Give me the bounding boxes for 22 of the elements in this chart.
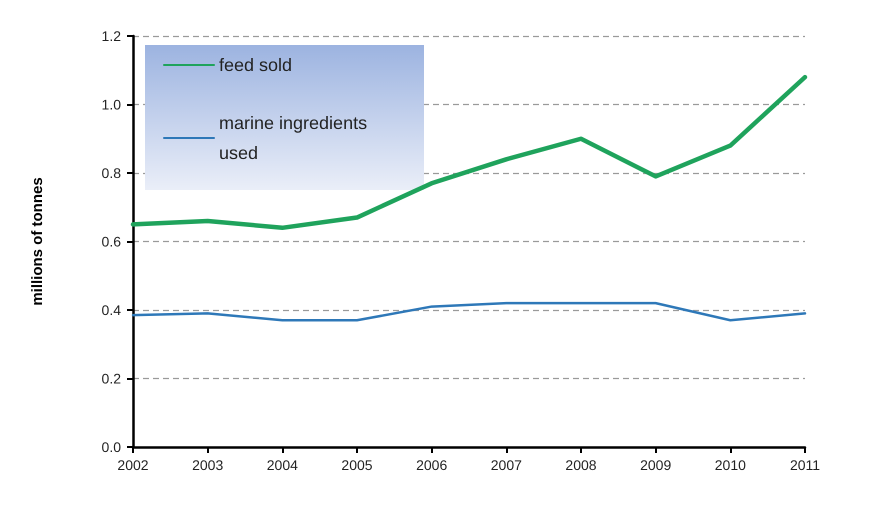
y-tick-label: 0.0 <box>102 439 122 455</box>
x-tick-label: 2003 <box>192 457 224 473</box>
x-tick-label: 2004 <box>266 457 298 473</box>
y-tick-label: 1.2 <box>102 28 122 44</box>
x-tick-label: 2008 <box>565 457 597 473</box>
x-tick-label: 2002 <box>117 457 149 473</box>
legend-label: marine ingredients used <box>219 113 372 163</box>
y-tick-label: 0.2 <box>102 370 122 386</box>
x-tick-label: 2005 <box>341 457 373 473</box>
line-series <box>132 302 806 322</box>
y-tick-label: 0.6 <box>102 234 122 250</box>
x-tick-label: 2010 <box>714 457 746 473</box>
x-tick-label: 2006 <box>416 457 448 473</box>
y-tick-label: 0.8 <box>102 165 122 181</box>
x-tick-label: 2011 <box>790 457 820 473</box>
line-series <box>130 74 808 230</box>
x-tick-label: 2009 <box>640 457 672 473</box>
y-tick-label: 1.0 <box>102 96 122 112</box>
legend-label: feed sold <box>219 55 292 75</box>
y-axis-title: millions of tonnes <box>29 177 46 306</box>
x-tick-label: 2007 <box>490 457 522 473</box>
y-tick-label: 0.4 <box>102 302 122 318</box>
